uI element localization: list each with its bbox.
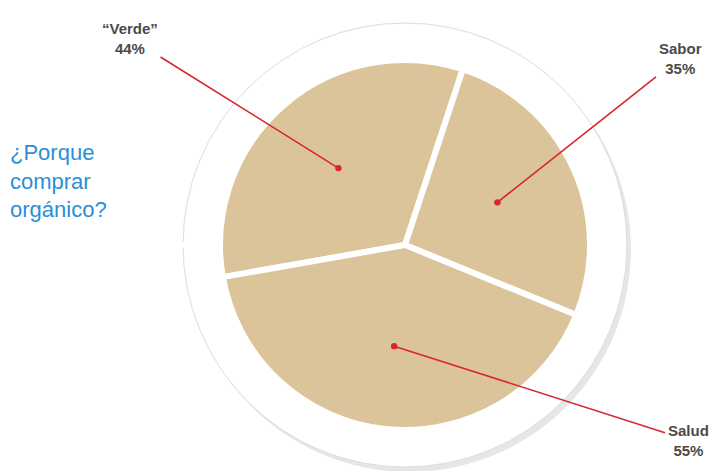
svg-text:Sabor35%: Sabor35% xyxy=(659,40,702,77)
svg-text:“Verde”44%: “Verde”44% xyxy=(102,20,158,57)
svg-text:¿Porquecomprarorgánico?: ¿Porquecomprarorgánico? xyxy=(10,140,107,222)
svg-text:Salud55%: Salud55% xyxy=(668,422,709,459)
